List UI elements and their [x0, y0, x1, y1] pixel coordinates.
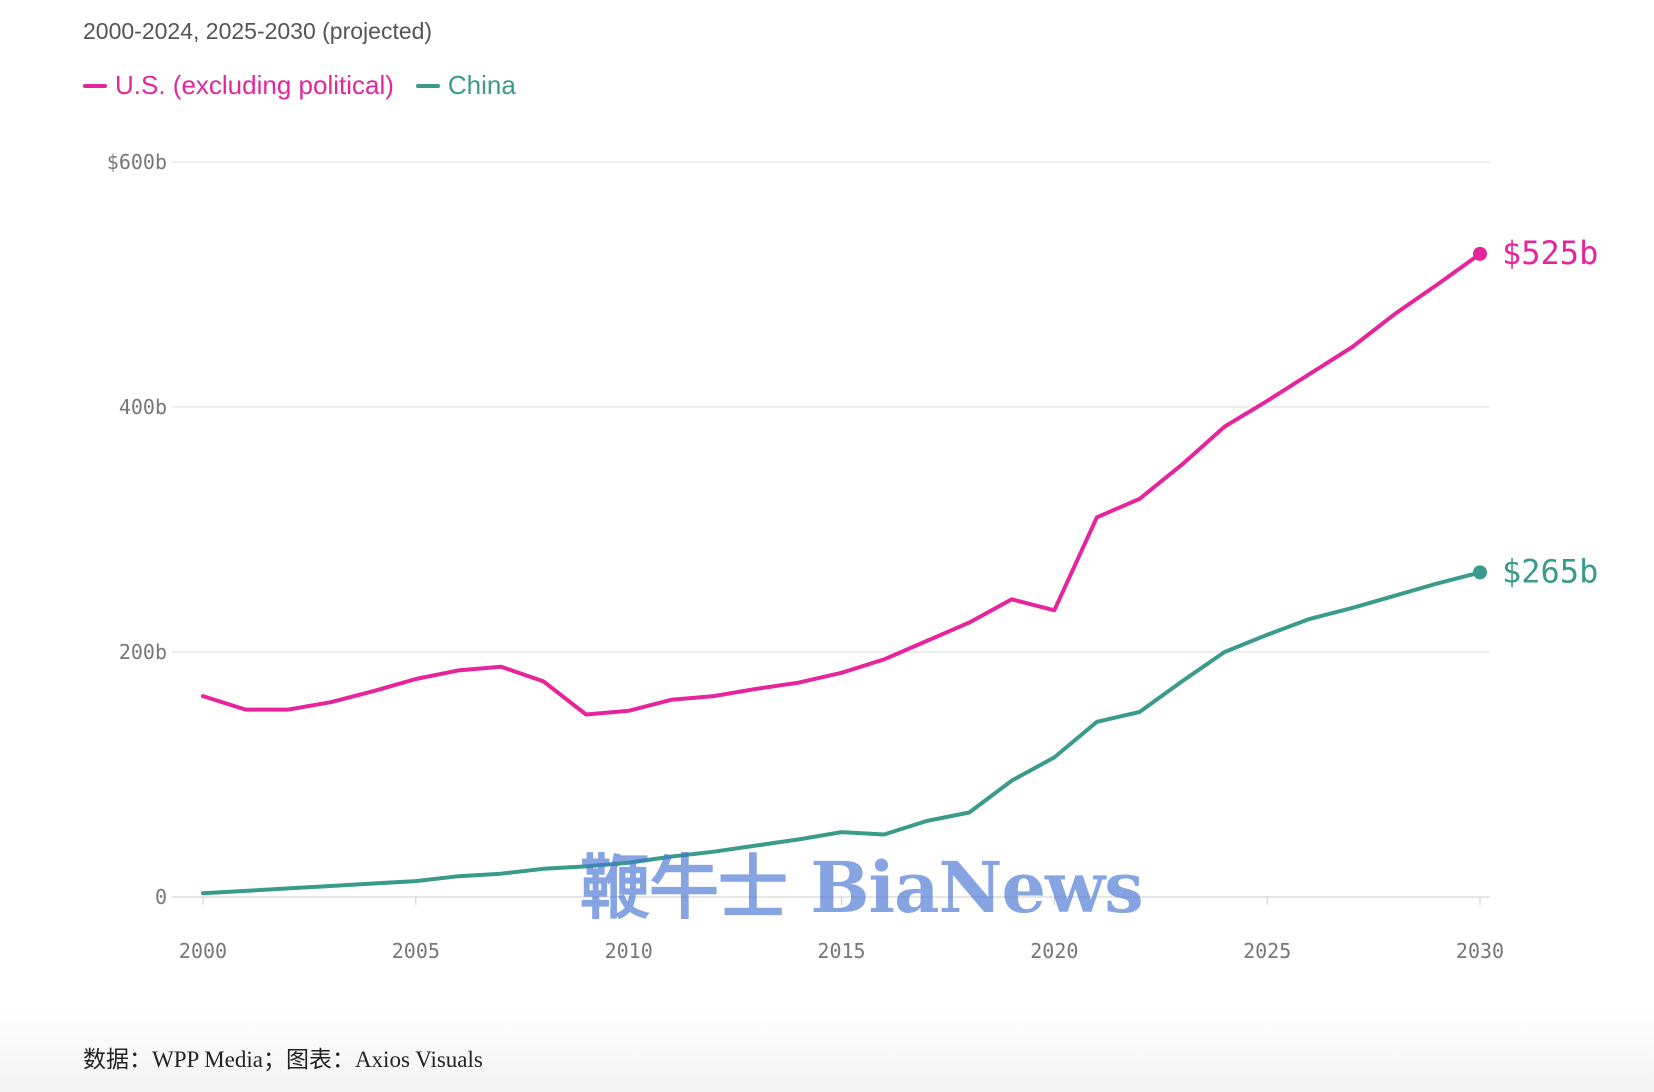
x-tick-label-2015: 2015: [817, 939, 865, 963]
series-endpoint-china: [1473, 565, 1487, 580]
legend-swatch-us: [83, 83, 107, 88]
x-tick-label-2010: 2010: [605, 939, 653, 963]
x-tick-label-2030: 2030: [1456, 939, 1504, 963]
series-layer: [201, 246, 1487, 896]
end-label-us: $525b: [1502, 234, 1598, 272]
x-tick-label-2000: 2000: [179, 939, 227, 963]
legend-item-us: U.S. (excluding political): [83, 70, 394, 101]
x-tick-label-2020: 2020: [1030, 939, 1078, 963]
x-tick-label-2005: 2005: [392, 939, 440, 963]
y-tick-label-200: 200b: [119, 640, 167, 664]
series-endpoint-us: [1473, 246, 1487, 261]
label-layer: $525b $265b: [1502, 234, 1598, 591]
x-tick-label-2025: 2025: [1243, 939, 1291, 963]
end-label-china: $265b: [1502, 552, 1598, 590]
axis-layer: 0 200b 400b $600b 2000 2005 2010 2015 2020 2025 20…: [107, 150, 1504, 963]
series-line-china: [201, 570, 1482, 896]
y-tick-label-600: $600b: [107, 150, 167, 174]
legend-label-china: China: [447, 70, 516, 100]
legend-label-us: U.S. (excluding political): [115, 70, 394, 100]
legend-item-china: China: [415, 70, 516, 101]
chart-legend: U.S. (excluding political) China: [83, 70, 538, 101]
grid-layer: [172, 161, 1490, 898]
y-tick-label-0: 0: [155, 885, 167, 909]
chart-subtitle: 2000-2024, 2025-2030 (projected): [83, 18, 433, 44]
y-tick-label-400: 400b: [119, 395, 167, 419]
watermark: 鞭牛士 BiaNews: [580, 846, 1144, 929]
source-footer: 数据：WPP Media；图表：Axios Visuals: [83, 1047, 483, 1072]
legend-swatch-china: [415, 83, 440, 88]
series-line-us: [201, 251, 1482, 717]
